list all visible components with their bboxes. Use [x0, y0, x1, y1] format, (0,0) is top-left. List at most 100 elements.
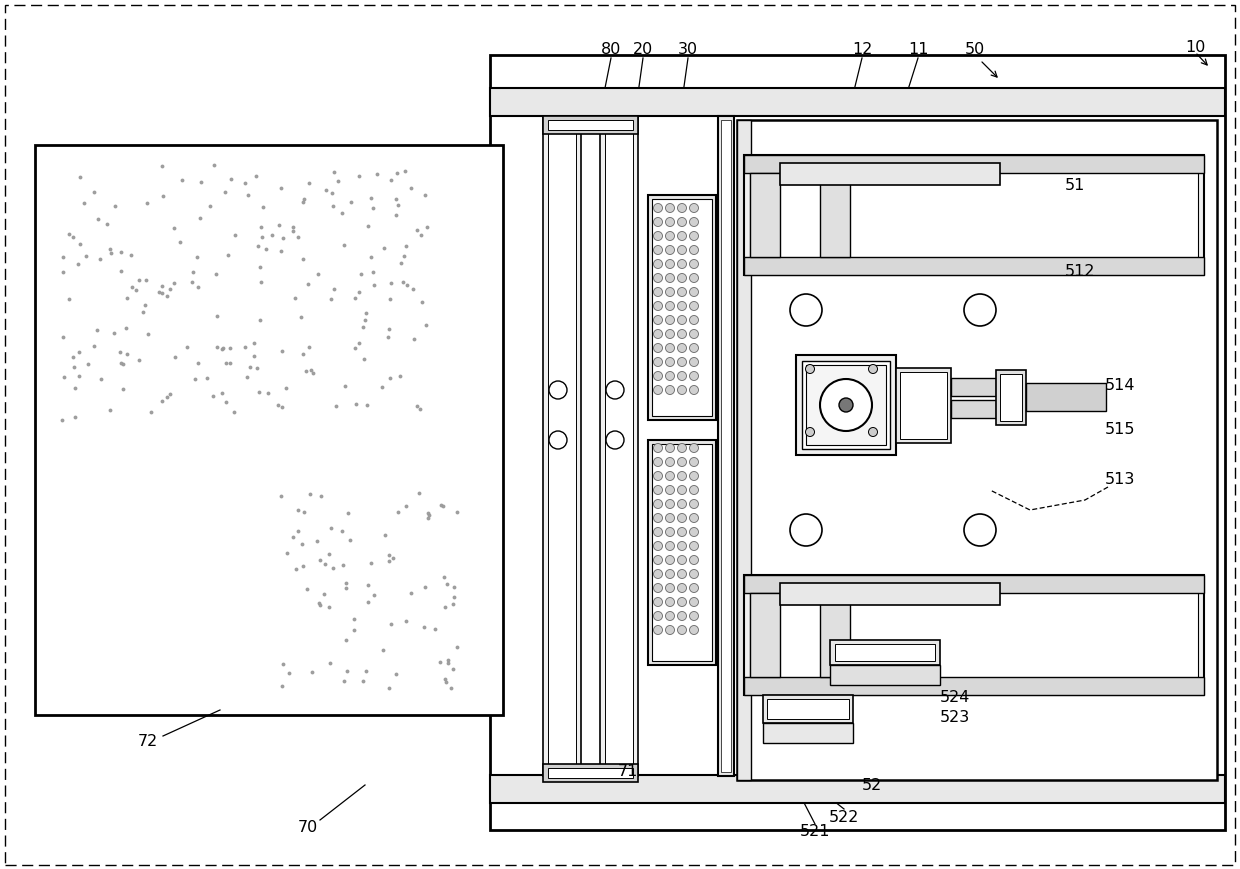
Bar [796, 355, 897, 455]
Circle shape [653, 315, 662, 324]
Circle shape [689, 555, 698, 565]
Text: 522: 522 [828, 810, 859, 825]
Circle shape [689, 457, 698, 467]
Text: 70: 70 [298, 820, 319, 835]
Text: 514: 514 [1105, 377, 1136, 393]
Circle shape [653, 203, 662, 213]
Circle shape [677, 386, 687, 395]
Bar [744, 575, 1204, 593]
Circle shape [677, 527, 687, 536]
Circle shape [868, 364, 878, 374]
Circle shape [677, 246, 687, 255]
Circle shape [666, 343, 675, 353]
Circle shape [666, 472, 675, 481]
Circle shape [666, 527, 675, 536]
Bar [600, 116, 639, 776]
Bar [806, 365, 887, 445]
Bar [744, 155, 1204, 275]
Bar [780, 583, 999, 605]
Circle shape [653, 260, 662, 269]
Circle shape [653, 569, 662, 579]
Circle shape [653, 246, 662, 255]
Circle shape [677, 514, 687, 522]
Circle shape [653, 541, 662, 550]
Text: 51: 51 [1065, 177, 1085, 193]
Circle shape [606, 381, 624, 399]
Circle shape [666, 583, 675, 593]
Circle shape [689, 357, 698, 367]
Circle shape [677, 569, 687, 579]
Circle shape [677, 302, 687, 310]
Circle shape [666, 372, 675, 381]
Bar [744, 677, 1204, 695]
Bar [490, 775, 1225, 803]
Circle shape [677, 217, 687, 227]
Circle shape [677, 260, 687, 269]
Circle shape [689, 231, 698, 241]
Circle shape [689, 569, 698, 579]
Circle shape [653, 598, 662, 607]
Circle shape [653, 217, 662, 227]
Circle shape [666, 626, 675, 634]
Bar [652, 199, 712, 416]
Bar [543, 764, 639, 782]
Bar [1025, 383, 1106, 411]
Bar [835, 644, 935, 661]
Bar [830, 665, 940, 685]
Bar [490, 55, 1225, 830]
Circle shape [653, 343, 662, 353]
Text: 523: 523 [940, 711, 970, 726]
Circle shape [677, 626, 687, 634]
Circle shape [677, 500, 687, 508]
Circle shape [653, 288, 662, 296]
Bar [768, 699, 849, 719]
Bar [744, 575, 1204, 695]
Bar [750, 173, 780, 257]
Circle shape [677, 472, 687, 481]
Circle shape [839, 398, 853, 412]
Circle shape [653, 583, 662, 593]
Circle shape [689, 527, 698, 536]
Circle shape [868, 428, 878, 436]
Bar [548, 120, 577, 772]
Circle shape [689, 288, 698, 296]
Bar [548, 120, 632, 130]
Text: 50: 50 [965, 43, 985, 57]
Circle shape [677, 274, 687, 282]
Circle shape [790, 294, 822, 326]
Circle shape [666, 302, 675, 310]
Bar [820, 173, 849, 257]
Circle shape [963, 514, 996, 546]
Bar [490, 88, 1225, 116]
Circle shape [689, 598, 698, 607]
Circle shape [677, 541, 687, 550]
Circle shape [666, 612, 675, 620]
Circle shape [689, 246, 698, 255]
Circle shape [666, 457, 675, 467]
Circle shape [666, 329, 675, 339]
Bar [605, 120, 632, 772]
Circle shape [666, 541, 675, 550]
Circle shape [689, 612, 698, 620]
Bar [780, 163, 999, 185]
Bar [543, 116, 639, 134]
Circle shape [666, 514, 675, 522]
Circle shape [677, 555, 687, 565]
Circle shape [806, 428, 815, 436]
Circle shape [677, 457, 687, 467]
Circle shape [677, 203, 687, 213]
Circle shape [689, 443, 698, 453]
Bar [951, 378, 996, 396]
Circle shape [666, 443, 675, 453]
Circle shape [666, 288, 675, 296]
Circle shape [653, 555, 662, 565]
Circle shape [666, 357, 675, 367]
Circle shape [963, 294, 996, 326]
Circle shape [677, 329, 687, 339]
Circle shape [666, 217, 675, 227]
Bar [652, 444, 712, 661]
Circle shape [689, 302, 698, 310]
Circle shape [666, 246, 675, 255]
Text: 52: 52 [862, 778, 882, 793]
Circle shape [653, 612, 662, 620]
